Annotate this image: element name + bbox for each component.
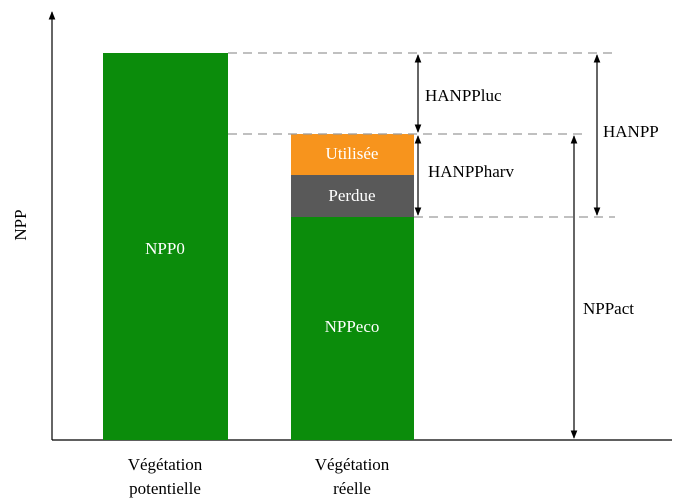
annotation: HANPPluc xyxy=(425,86,502,105)
category-label: Végétation xyxy=(315,455,390,474)
y-axis-label: NPP xyxy=(11,209,30,240)
bar-npp0 xyxy=(103,53,228,440)
category-label: réelle xyxy=(333,479,371,498)
category-label: Végétation xyxy=(128,455,203,474)
segment-label: NPP0 xyxy=(145,239,185,258)
bar-nppeco xyxy=(291,217,414,440)
annotation: HANPP xyxy=(603,122,659,141)
annotation: HANPPharv xyxy=(428,162,514,181)
bar-utilisee xyxy=(291,134,414,175)
segment-label: Utilisée xyxy=(326,144,379,163)
segment-label: Perdue xyxy=(328,186,375,205)
bar-perdue xyxy=(291,175,414,217)
category-label: potentielle xyxy=(129,479,201,498)
segment-label: NPPeco xyxy=(325,317,380,336)
annotation: NPPact xyxy=(583,299,634,318)
